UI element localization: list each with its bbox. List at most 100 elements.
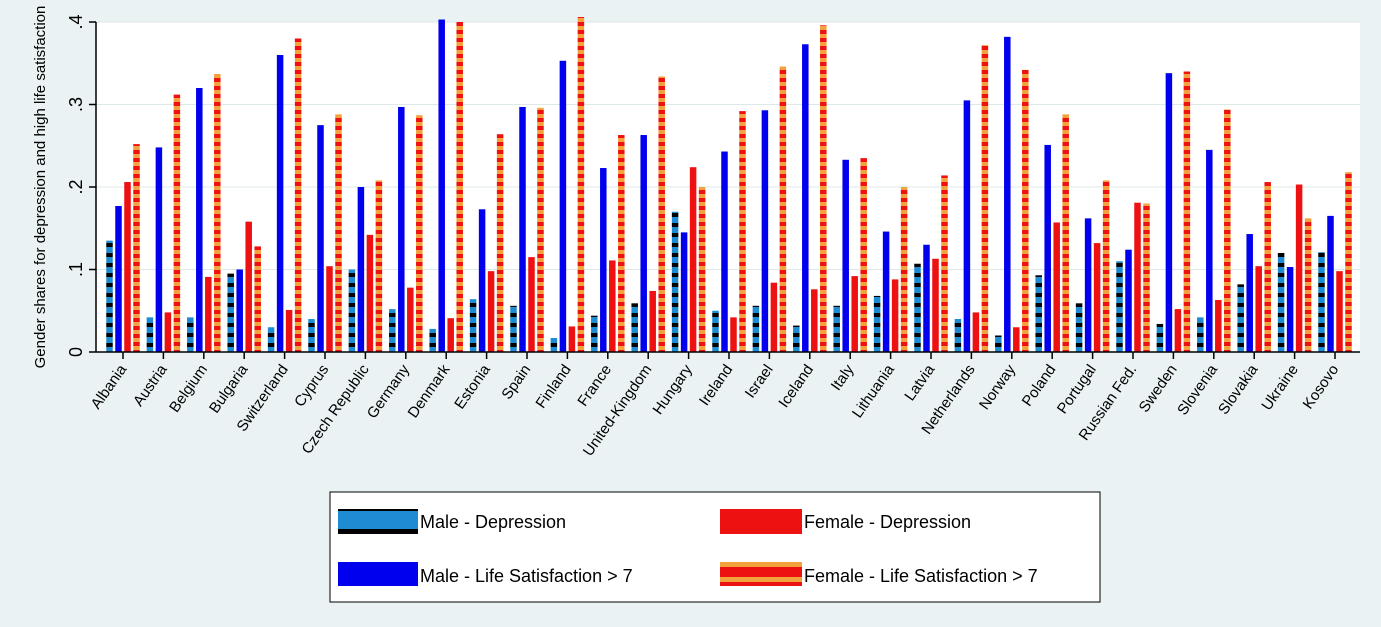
bar xyxy=(1044,144,1051,352)
bars xyxy=(106,17,1352,353)
bar xyxy=(981,45,989,352)
bar xyxy=(1286,267,1294,352)
bar xyxy=(779,66,787,353)
bar xyxy=(618,135,625,352)
bar xyxy=(1013,327,1020,352)
bar xyxy=(730,317,737,352)
bar xyxy=(1053,222,1060,352)
bar xyxy=(335,114,342,353)
bar xyxy=(276,55,284,352)
legend-swatch-male-life-satisfaction xyxy=(338,562,418,586)
legend-swatch-female-life-satisfaction xyxy=(720,562,802,586)
bar xyxy=(820,25,827,353)
y-axis-title: Gender shares for depression and high li… xyxy=(32,6,49,369)
bar xyxy=(851,276,858,352)
legend-swatch-female-depression xyxy=(720,509,802,534)
bar xyxy=(932,258,939,352)
bar xyxy=(609,260,616,352)
bar xyxy=(1336,271,1343,352)
bar xyxy=(882,231,890,352)
bar xyxy=(487,271,495,352)
bar xyxy=(689,167,697,352)
bar xyxy=(739,111,746,352)
bar xyxy=(205,276,212,352)
bar xyxy=(106,240,113,353)
x-tick-label: Italy xyxy=(828,361,858,394)
bar xyxy=(1304,218,1312,352)
bar xyxy=(698,187,706,352)
bar xyxy=(671,211,679,352)
bar xyxy=(577,17,585,353)
bar xyxy=(1093,243,1101,352)
bar xyxy=(649,290,656,352)
x-tick-label: Austria xyxy=(130,361,171,410)
bar xyxy=(900,187,908,352)
bar xyxy=(1206,149,1213,352)
x-tick-label: Lithuania xyxy=(849,361,898,421)
bar xyxy=(146,317,154,352)
y-tick-label: 0 xyxy=(66,347,86,357)
bar xyxy=(963,100,971,352)
bar xyxy=(478,209,486,352)
bar xyxy=(1035,275,1042,352)
x-tick-label: Poland xyxy=(1019,362,1060,410)
x-tick-label: Israel xyxy=(742,362,777,402)
x-tick-label: Denmark xyxy=(405,361,454,421)
y-tick-label: .1 xyxy=(66,262,86,277)
bar xyxy=(155,147,163,352)
bar xyxy=(187,317,194,352)
bar xyxy=(995,335,1002,352)
bar xyxy=(873,295,881,352)
y-tick-label: .3 xyxy=(66,97,86,112)
x-tick-label: Iceland xyxy=(775,362,817,411)
bar xyxy=(496,134,504,352)
bar xyxy=(1134,202,1141,352)
bar xyxy=(923,244,930,352)
bar xyxy=(680,232,688,352)
bar xyxy=(600,168,607,352)
bar xyxy=(914,263,921,352)
bar xyxy=(469,299,477,352)
bar xyxy=(1022,69,1029,352)
bar xyxy=(954,319,962,352)
bar xyxy=(559,60,567,352)
bar xyxy=(1125,249,1132,352)
x-tick-label: Slovenia xyxy=(1174,361,1221,418)
bar xyxy=(1224,109,1231,352)
bar xyxy=(1156,323,1164,352)
bar xyxy=(267,327,275,352)
bar xyxy=(537,107,544,352)
bar xyxy=(416,115,423,352)
bar xyxy=(1174,309,1182,352)
bar xyxy=(1246,234,1253,352)
x-ticks: Albania AustriaBelgiumBulgariaSwitzerland… xyxy=(88,352,1342,459)
bar xyxy=(285,309,293,352)
x-tick-label: Estonia xyxy=(451,361,494,412)
bar xyxy=(317,125,324,353)
bar xyxy=(770,282,778,352)
bar xyxy=(227,273,234,353)
bar xyxy=(802,44,809,353)
legend-box xyxy=(329,491,1101,603)
legend-label-male-life-satisfaction: Male - Life Satisfaction > 7 xyxy=(420,566,633,586)
legend-label-female-depression: Female - Depression xyxy=(804,512,971,532)
bar xyxy=(1143,203,1150,352)
x-tick-label: Latvia xyxy=(901,361,938,404)
x-tick-label: Albania xyxy=(88,361,131,412)
legend-label-female-life-satisfaction: Female - Life Satisfaction > 7 xyxy=(804,566,1038,586)
bar xyxy=(173,94,181,352)
bar xyxy=(793,325,800,352)
legend-swatch-male-depression xyxy=(338,509,418,534)
bar xyxy=(528,257,535,353)
bar xyxy=(407,287,414,352)
x-tick-label: Ireland xyxy=(696,362,736,409)
bar xyxy=(294,38,302,352)
bar xyxy=(308,319,315,352)
bar xyxy=(519,106,526,352)
bar xyxy=(721,151,728,352)
bar xyxy=(1327,215,1334,353)
bar xyxy=(438,19,445,353)
x-tick-label: Belgium xyxy=(166,362,211,416)
bar xyxy=(254,246,261,352)
